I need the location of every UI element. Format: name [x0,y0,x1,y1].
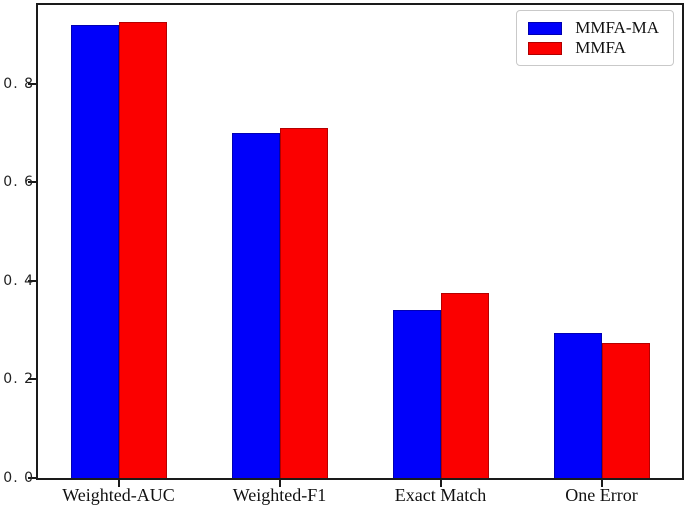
x-tick-mark [439,479,442,487]
y-tick-label: 0. 6 [3,174,34,191]
bar-mmfa-weighted-auc [118,22,167,478]
bar-mmfa-ma-exact-match [392,310,441,478]
y-tick-mark [28,82,36,85]
bar-mmfa-weighted-f1 [279,128,328,478]
legend: MMFA-MA MMFA [516,10,674,66]
legend-swatch-mmfa [528,41,563,55]
bar-mmfa-one-error [601,343,650,478]
y-tick-mark [28,279,36,282]
plot-area [36,3,684,480]
bar-mmfa-ma-weighted-f1 [231,133,280,478]
x-tick-mark [117,479,120,487]
y-tick-label: 0. 0 [3,470,34,486]
legend-label-mmfa: MMFA [575,38,626,57]
y-tick-label: 0. 8 [3,75,34,92]
bar-mmfa-ma-weighted-auc [70,25,119,478]
bar-mmfa-exact-match [440,293,489,478]
legend-row-mmfa-ma: MMFA-MA [528,18,659,38]
legend-items: MMFA-MA MMFA [528,18,659,58]
y-tick-mark [28,181,36,184]
bar-mmfa-ma-one-error [553,333,602,478]
legend-row-mmfa: MMFA [528,38,659,58]
x-tick-label-exact-match: Exact Match [394,485,487,505]
y-tick-label: 0. 4 [3,272,34,289]
y-tick-mark [28,477,36,479]
legend-label-mmfa-ma: MMFA-MA [575,18,659,37]
x-tick-label-weighted-auc: Weighted-AUC [62,485,175,505]
x-tick-mark [600,479,603,487]
x-tick-mark [278,479,281,487]
y-tick-label: 0. 2 [3,371,34,388]
x-tick-label-weighted-f1: Weighted-F1 [232,485,327,505]
legend-swatch-mmfa-ma [528,21,563,35]
y-tick-mark [28,378,36,381]
x-tick-label-one-error: One Error [565,485,638,505]
